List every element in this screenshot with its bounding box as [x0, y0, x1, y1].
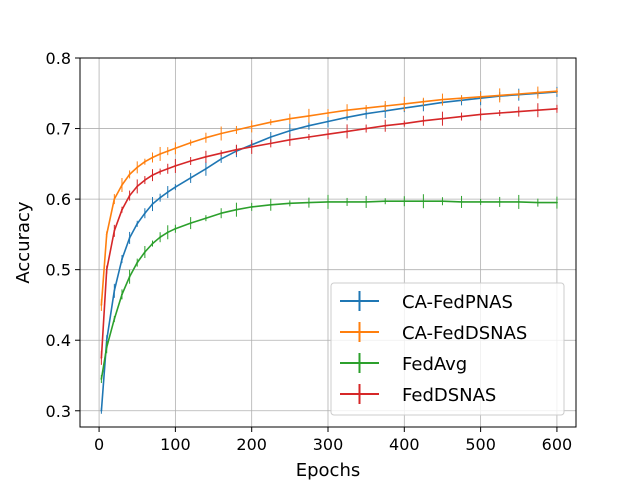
y-tick-label: 0.6: [46, 190, 71, 209]
legend-item: FedDSNAS: [340, 384, 496, 406]
series-fedavg: [100, 194, 558, 384]
y-tick-label: 0.8: [46, 49, 71, 68]
y-tick-label: 0.3: [46, 402, 71, 421]
series-lines: [100, 86, 558, 414]
y-tick-label: 0.7: [46, 120, 71, 139]
x-tick-label: 400: [389, 435, 420, 454]
series-feddsnas: [100, 103, 558, 365]
legend: CA-FedPNAS CA-FedDSNAS FedAvg FedDSNAS: [330, 282, 565, 416]
axis-ticks: 0 100 200 300 400 500 600 0.3 0.4 0.5 0.6 0.7 0.8: [46, 49, 573, 454]
series-ca-feddsnas: [100, 86, 558, 311]
legend-label: CA-FedPNAS: [402, 292, 513, 313]
legend-box: [330, 282, 565, 416]
series-line: [100, 91, 557, 411]
y-tick-label: 0.4: [46, 331, 71, 350]
legend-item: FedAvg: [340, 353, 467, 375]
series-line: [100, 108, 557, 358]
x-tick-label: 300: [313, 435, 344, 454]
x-tick-label: 500: [465, 435, 496, 454]
legend-label: CA-FedDSNAS: [402, 323, 527, 344]
x-tick-label: 600: [542, 435, 573, 454]
x-tick-label: 100: [160, 435, 191, 454]
legend-item: CA-FedDSNAS: [340, 322, 527, 344]
legend-item: CA-FedPNAS: [340, 291, 513, 313]
series-line: [100, 90, 557, 305]
x-tick-label: 200: [236, 435, 267, 454]
legend-label: FedDSNAS: [402, 385, 496, 406]
y-tick-label: 0.5: [46, 261, 71, 280]
x-axis-label: Epochs: [296, 460, 361, 480]
x-tick-label: 0: [94, 435, 104, 454]
series-line: [100, 200, 557, 380]
legend-label: FedAvg: [402, 354, 467, 375]
y-axis-label: Accuracy: [13, 201, 34, 284]
